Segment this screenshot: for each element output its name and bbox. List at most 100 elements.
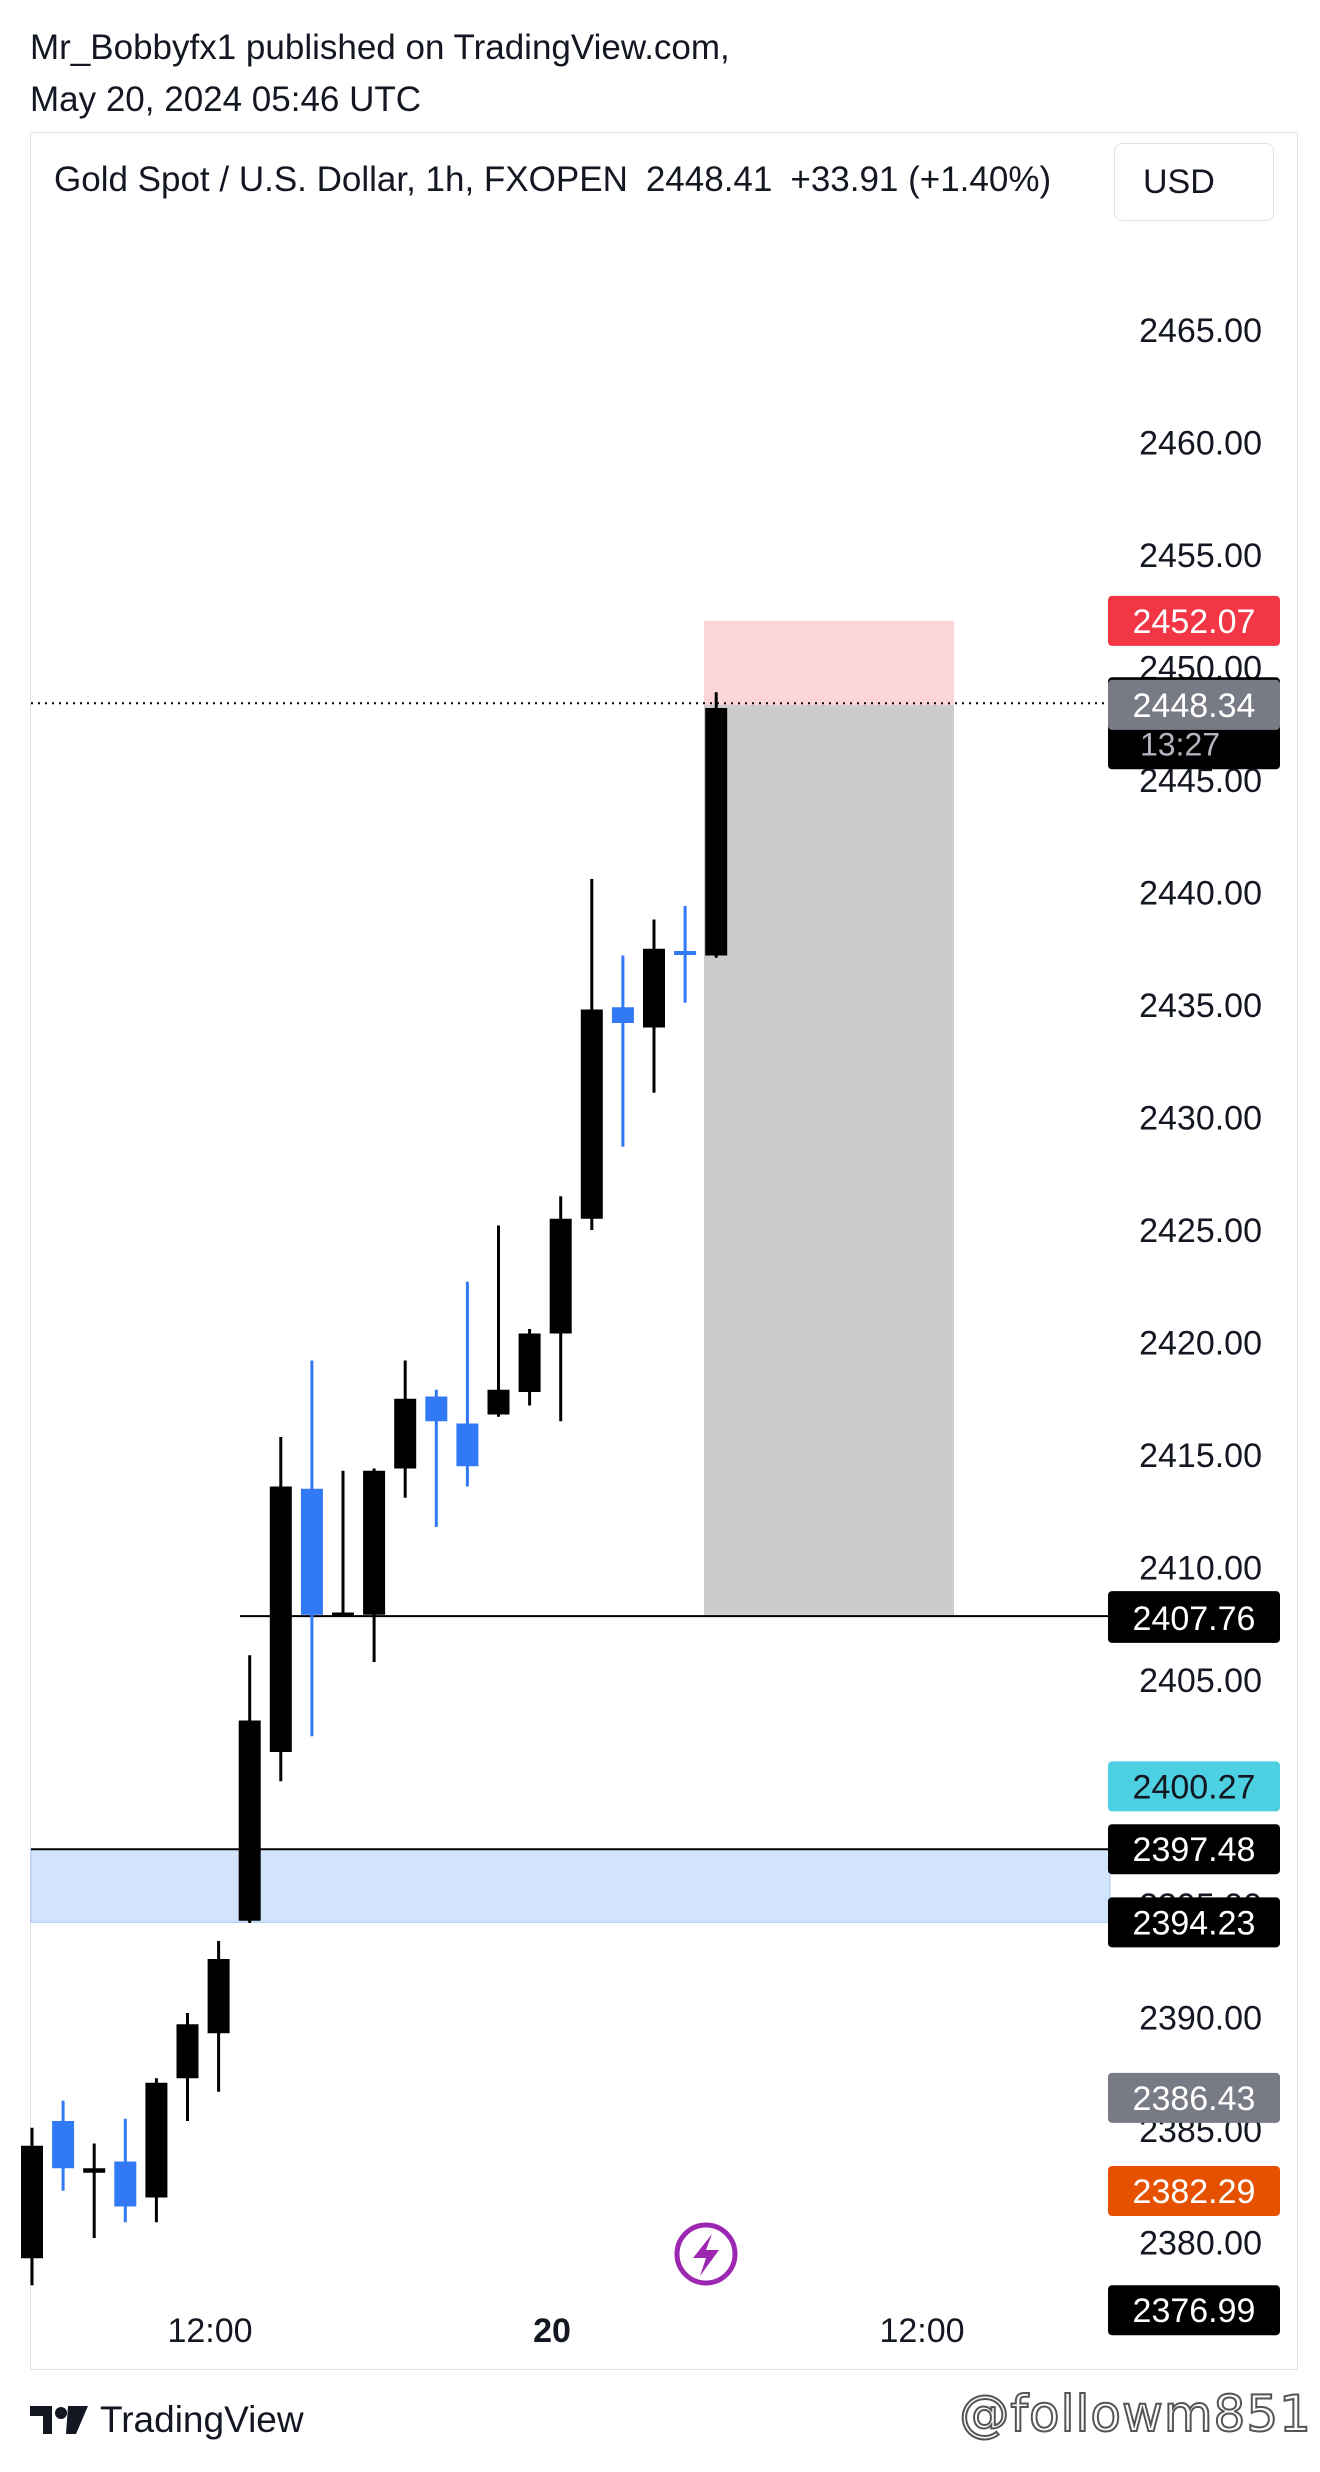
price-label-bg xyxy=(1108,2285,1280,2336)
price-label-bg xyxy=(1108,1761,1280,1812)
candle xyxy=(456,1281,479,1487)
price-label: 2452.07 xyxy=(1108,595,1280,646)
price-label: 2382.29 xyxy=(1108,2165,1280,2216)
candle-body xyxy=(363,1470,386,1615)
candle-body xyxy=(238,1720,261,1921)
price-axis-tick: 2415.00 xyxy=(1139,1437,1262,1475)
candle xyxy=(83,2143,106,2238)
candle-body xyxy=(518,1333,541,1392)
price-axis-tick: 2440.00 xyxy=(1139,875,1262,913)
price-label-bg xyxy=(1108,679,1280,730)
candle-body xyxy=(269,1486,292,1752)
candle xyxy=(487,1225,510,1417)
candle xyxy=(611,955,634,1147)
candle xyxy=(580,879,603,1230)
candle-body xyxy=(425,1396,448,1422)
symbol-legend: Gold Spot / U.S. Dollar, 1h, FXOPEN 2448.… xyxy=(54,160,1069,200)
tradingview-brand[interactable]: TradingView xyxy=(30,2398,304,2442)
price-label: 2448.34 xyxy=(1108,679,1280,730)
price-label-bg xyxy=(1108,595,1280,646)
candle-body xyxy=(456,1423,479,1467)
price-label-text: 2397.48 xyxy=(1133,1831,1256,1869)
candle-body xyxy=(705,708,728,956)
candle xyxy=(549,1196,572,1422)
price-axis-tick: 2425.00 xyxy=(1139,1212,1262,1250)
price-axis-tick: 2430.00 xyxy=(1139,1100,1262,1138)
candle xyxy=(52,2100,75,2191)
candle xyxy=(518,1329,541,1406)
demand-zone xyxy=(30,1848,1111,1923)
price-label: 2376.99 xyxy=(1108,2285,1280,2336)
candle xyxy=(21,2127,43,2286)
price-axis-tick: 2420.00 xyxy=(1139,1325,1262,1363)
candle-body xyxy=(21,2145,43,2259)
price-axis-tick: 2460.00 xyxy=(1139,425,1262,463)
candle-body xyxy=(207,1959,230,2034)
candle xyxy=(238,1655,261,1923)
publish-date: May 20, 2024 05:46 UTC xyxy=(30,80,422,119)
candle-body xyxy=(114,2161,137,2207)
time-axis-tick: 12:00 xyxy=(167,2312,252,2350)
candle xyxy=(207,1941,230,2092)
candle xyxy=(176,2013,199,2121)
candle-body xyxy=(394,1398,417,1469)
candle-body xyxy=(332,1612,354,1617)
price-axis-tick: 2455.00 xyxy=(1139,537,1262,575)
price-axis-tick: 2390.00 xyxy=(1139,2000,1262,2038)
position-target-zone xyxy=(704,704,954,1617)
price-label-text: 2448.34 xyxy=(1133,687,1256,725)
price-label-text: 2386.43 xyxy=(1133,2080,1256,2118)
candle-body xyxy=(487,1389,510,1415)
price-axis-tick: 2410.00 xyxy=(1139,1550,1262,1588)
watermark: @followm851 xyxy=(958,2384,1312,2444)
candle xyxy=(643,919,665,1093)
price-axis-tick: 2465.00 xyxy=(1139,312,1262,350)
candle xyxy=(114,2118,137,2223)
position-stop-zone xyxy=(704,620,954,705)
price-axis-tick: 2435.00 xyxy=(1139,987,1262,1025)
price-label: 2394.23 xyxy=(1108,1897,1280,1948)
price-label-text: 2376.99 xyxy=(1133,2292,1256,2330)
replay-lightning-icon xyxy=(674,2222,738,2286)
time-axis-tick: 12:00 xyxy=(879,2312,964,2350)
last-price: 2448.41 xyxy=(645,160,773,199)
price-label-bg xyxy=(1108,1897,1280,1948)
candle xyxy=(300,1360,323,1737)
candle-body xyxy=(83,2168,106,2173)
candle xyxy=(425,1389,448,1527)
price-label: 2400.27 xyxy=(1108,1761,1280,1812)
candle-body xyxy=(52,2121,75,2169)
candle xyxy=(269,1437,292,1782)
chart-frame xyxy=(30,132,1298,2370)
replay-icon-ring xyxy=(674,2222,738,2286)
price-label-text: 2394.23 xyxy=(1133,1904,1256,1942)
candle-body xyxy=(643,948,665,1028)
currency-button[interactable]: USD xyxy=(1114,143,1274,221)
price-label-bg xyxy=(1108,1592,1280,1643)
symbol-title: Gold Spot / U.S. Dollar, 1h, FXOPEN xyxy=(54,160,628,199)
candle xyxy=(394,1360,417,1498)
price-label: 2407.76 xyxy=(1108,1592,1280,1643)
candle xyxy=(674,906,697,1003)
price-label: 2386.43 xyxy=(1108,2072,1280,2123)
price-label-text: 2382.29 xyxy=(1133,2173,1256,2211)
price-label-text: 2452.07 xyxy=(1133,603,1256,641)
publisher-line: Mr_Bobbyfx1 published on TradingView.com… xyxy=(30,28,730,67)
price-axis-tick: 2405.00 xyxy=(1139,1662,1262,1700)
candle-body xyxy=(580,1009,603,1219)
candle-body xyxy=(176,2024,199,2079)
time-axis-tick: 20 xyxy=(533,2312,571,2350)
candle xyxy=(705,692,728,958)
price-label-text: 2407.76 xyxy=(1133,1600,1256,1638)
price-label-bg xyxy=(1108,2165,1280,2216)
brand-name: TradingView xyxy=(100,2399,304,2440)
countdown-text: 13:27 xyxy=(1140,726,1220,762)
candle-body xyxy=(549,1218,572,1334)
price-label: 2397.48 xyxy=(1108,1824,1280,1875)
price-change: +33.91 (+1.40%) xyxy=(790,160,1052,199)
candle-body xyxy=(300,1488,323,1615)
tradingview-logo-icon xyxy=(30,2406,88,2434)
candle-body xyxy=(674,951,697,955)
candle-body xyxy=(611,1007,634,1023)
